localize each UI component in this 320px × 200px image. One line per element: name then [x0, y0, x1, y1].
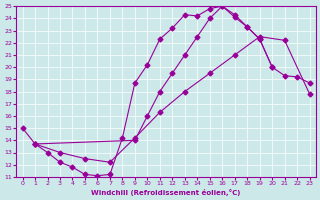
- X-axis label: Windchill (Refroidissement éolien,°C): Windchill (Refroidissement éolien,°C): [92, 189, 241, 196]
